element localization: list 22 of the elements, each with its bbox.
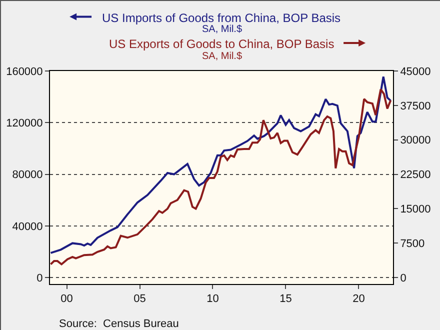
y2-tick-label: 15000 [400, 204, 431, 216]
x-tick-label: 00 [60, 293, 73, 306]
y-tick-label: 120000 [6, 117, 43, 130]
source-note: Source: Census Bureau [59, 318, 179, 330]
y-tick-label: 0 [36, 272, 43, 284]
y2-tick-label: 30000 [400, 134, 431, 147]
x-tick-label: 15 [280, 293, 292, 306]
y2-tick-label: 0 [400, 272, 406, 284]
legend-label: US Imports of Goods from China, BOP Basis [102, 11, 341, 25]
y-tick-label: 40000 [12, 220, 43, 233]
text: SA, Mil.$ [202, 24, 242, 35]
x-tick-label: 05 [134, 293, 146, 306]
y-tick-label: 160000 [6, 66, 43, 78]
y2-tick-label: 37500 [400, 100, 431, 112]
y2-tick-label: 45000 [400, 66, 431, 78]
text: US Exports of Goods to China, BOP Basis [109, 37, 334, 51]
y2-tick-label: 7500 [400, 238, 425, 250]
x-tick-label: 10 [206, 293, 219, 306]
y2-tick-label: 22500 [400, 169, 431, 182]
x-tick-label: 20 [352, 293, 365, 306]
y-tick-label: 80000 [12, 169, 43, 182]
text: SA, Mil.$ [202, 51, 242, 62]
